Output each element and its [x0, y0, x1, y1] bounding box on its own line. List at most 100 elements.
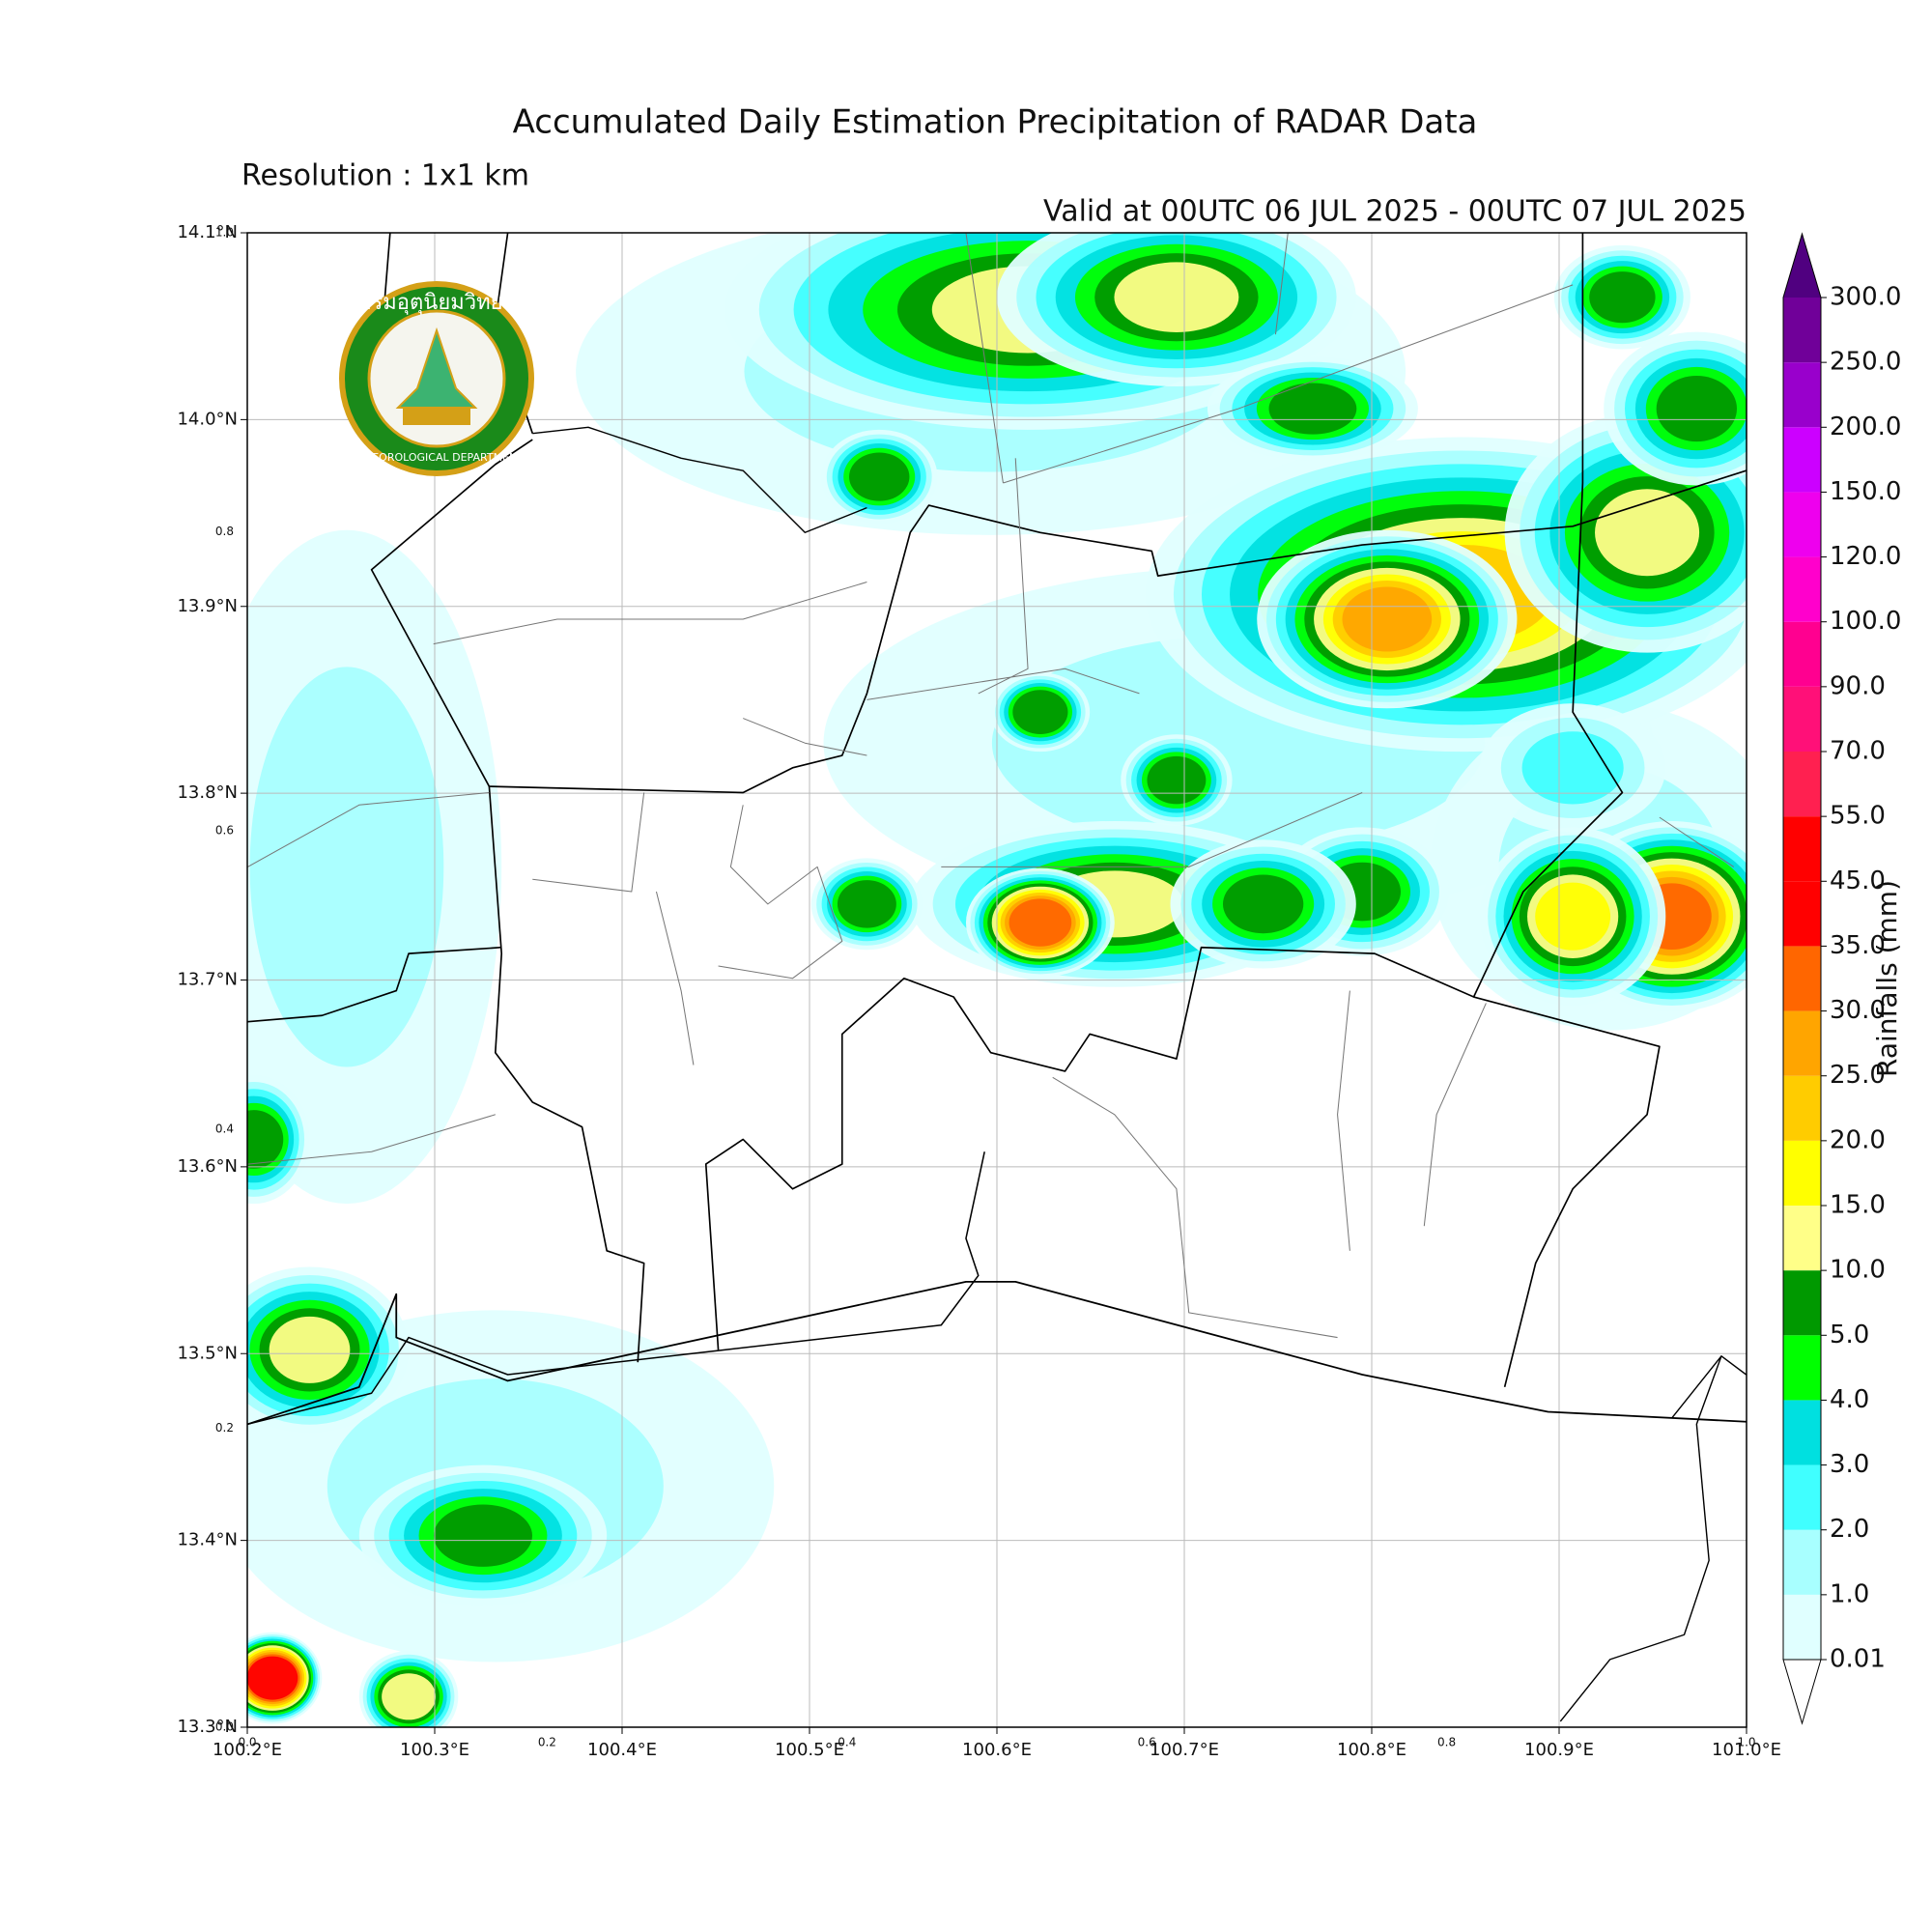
x-tick-label: 100.6°E	[962, 1740, 1032, 1760]
inner-x-tick-label: 0.8	[1437, 1736, 1456, 1749]
rain-contour	[1589, 271, 1656, 324]
logo: กรมอุตุนิยมวิทยา METEOROLOGICAL DEPARTME…	[339, 281, 534, 476]
colorbar-segment	[1783, 621, 1821, 687]
rain-contour	[1147, 755, 1207, 805]
colorbar-tick-label: 20.0	[1830, 1125, 1886, 1154]
rain-contour	[247, 1656, 298, 1700]
subtitle: Resolution : 1x1 km	[242, 159, 529, 193]
y-tick-label: 13.9°N	[177, 596, 238, 616]
rain-contour	[1535, 882, 1611, 951]
logo-thai: กรมอุตุนิยมวิทยา	[358, 291, 515, 315]
colorbar-tick-label: 30.0	[1830, 996, 1886, 1025]
logo-english: METEOROLOGICAL DEPARTMENT	[350, 451, 524, 464]
x-tick-label: 100.9°E	[1524, 1740, 1594, 1760]
rain-contour	[1342, 586, 1433, 652]
rain-contour	[1012, 690, 1068, 735]
y-tick-label: 13.5°N	[177, 1343, 238, 1363]
colorbar-tick-label: 55.0	[1830, 802, 1886, 831]
colorbar-segment	[1783, 1400, 1821, 1465]
y-tick-label: 13.7°N	[177, 970, 238, 990]
colorbar-tick-label: 100.0	[1830, 607, 1901, 636]
colorbar-segment	[1783, 1010, 1821, 1076]
x-tick-label: 100.2°E	[213, 1740, 282, 1760]
colorbar-segment	[1783, 816, 1821, 882]
colorbar-tick-label: 1.0	[1830, 1579, 1869, 1608]
inner-y-tick-label: 0.0	[215, 1720, 234, 1734]
colorbar-tick-label: 4.0	[1830, 1385, 1869, 1414]
colorbar-segment	[1783, 1075, 1821, 1141]
colorbar-segment	[1783, 556, 1821, 622]
rain-contour	[849, 452, 910, 501]
colorbar-segment	[1783, 362, 1821, 428]
rain-contour	[433, 1504, 532, 1567]
colorbar-segment	[1783, 492, 1821, 557]
colorbar-segment	[1783, 881, 1821, 947]
rain-contour	[249, 667, 444, 1067]
rain-contour	[1268, 383, 1357, 435]
inner-x-tick-label: 1.0	[1737, 1736, 1755, 1749]
x-tick-label: 101.0°E	[1712, 1740, 1781, 1760]
colorbar-segment	[1783, 1335, 1821, 1401]
colorbar-segment	[1783, 1270, 1821, 1336]
x-tick-label: 100.7°E	[1150, 1740, 1219, 1760]
colorbar-tick-label: 25.0	[1830, 1061, 1886, 1090]
rain-contour	[382, 1673, 436, 1720]
colorbar-under	[1782, 1659, 1822, 1725]
rain-contour	[1656, 375, 1738, 442]
title: Accumulated Daily Estimation Precipitati…	[513, 103, 1478, 142]
colorbar-tick-label: 45.0	[1830, 867, 1886, 895]
inner-y-tick-label: 1.0	[215, 226, 234, 240]
x-tick-label: 100.3°E	[400, 1740, 469, 1760]
x-tick-label: 100.4°E	[587, 1740, 657, 1760]
colorbar-segment	[1783, 1594, 1821, 1660]
boundaries	[247, 233, 1747, 1722]
inner-y-tick-label: 0.2	[215, 1421, 234, 1435]
y-tick-label: 14.1°N	[177, 222, 238, 242]
inner-x-tick-label: 0.6	[1138, 1736, 1156, 1749]
rain-field	[247, 233, 1747, 1727]
y-tick-label: 13.8°N	[177, 782, 238, 803]
colorbar-tick-label: 3.0	[1830, 1450, 1869, 1479]
colorbar-tick-label: 15.0	[1830, 1191, 1886, 1220]
rain-contour	[1114, 262, 1239, 332]
rain-contour	[269, 1316, 351, 1383]
rain-contour	[247, 1110, 284, 1169]
colorbar-segment	[1783, 752, 1821, 817]
inner-y-tick-label: 0.4	[215, 1122, 234, 1136]
inner-x-tick-label: 0.2	[538, 1736, 556, 1749]
colorbar-label: Rainfalls (mm)	[1871, 880, 1903, 1077]
colorbar-tick-label: 10.0	[1830, 1256, 1886, 1285]
y-tick-label: 13.4°N	[177, 1530, 238, 1550]
rain-contour	[837, 880, 896, 928]
colorbar-segment	[1783, 946, 1821, 1011]
colorbar-tick-label: 0.01	[1830, 1645, 1886, 1674]
colorbar-segment	[1783, 427, 1821, 493]
colorbar-segment	[1783, 1464, 1821, 1530]
ticks: 100.2°E 100.3°E 100.4°E 100.5°E 100.6°E 100.7…	[177, 222, 1781, 1760]
colorbar-tick-label: 5.0	[1830, 1321, 1869, 1350]
colorbar-segment	[1783, 686, 1821, 752]
colorbar-tick-label: 300.0	[1830, 283, 1901, 312]
colorbar-segment	[1783, 1206, 1821, 1271]
colorbar-tick-label: 150.0	[1830, 477, 1901, 506]
inner-x-tick-label: 0.0	[238, 1736, 256, 1749]
inner-x-tick-label: 0.4	[838, 1736, 856, 1749]
rain-contour	[1009, 898, 1072, 947]
x-tick-label: 100.8°E	[1337, 1740, 1406, 1760]
colorbar-over	[1783, 234, 1821, 298]
inner-y-tick-label: 0.8	[215, 525, 234, 538]
y-tick-label: 13.3°N	[177, 1717, 238, 1737]
colorbar-tick-label: 35.0	[1830, 931, 1886, 960]
rain-contour	[1222, 874, 1304, 934]
y-tick-label: 14.0°N	[177, 409, 238, 429]
colorbar-tick-label: 2.0	[1830, 1515, 1869, 1544]
grid	[247, 233, 1747, 1727]
colorbar-tick-label: 70.0	[1830, 737, 1886, 766]
colorbar: 0.01 1.0 2.0 3.0 4.0 5.0 10.0 15.0 20.0 25.0 30.0 3…	[1782, 232, 1901, 1725]
inner-y-tick-label: 0.6	[215, 823, 234, 837]
colorbar-segment	[1783, 298, 1821, 363]
colorbar-tick-label: 250.0	[1830, 348, 1901, 377]
colorbar-segment	[1783, 1529, 1821, 1595]
y-tick-label: 13.6°N	[177, 1156, 238, 1177]
